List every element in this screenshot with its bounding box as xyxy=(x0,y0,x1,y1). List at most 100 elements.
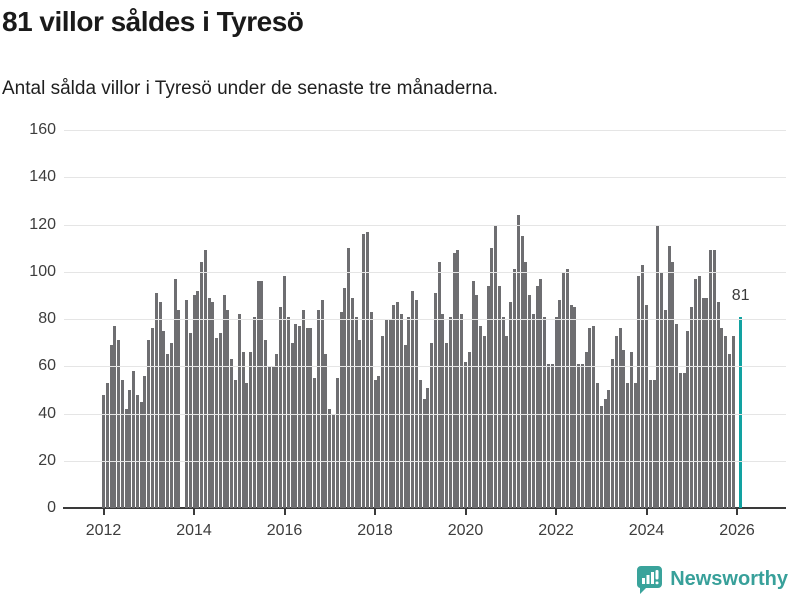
bar xyxy=(132,370,136,508)
bar xyxy=(392,304,396,508)
y-axis-label-100: 100 xyxy=(29,262,56,280)
bar xyxy=(256,281,260,508)
bar xyxy=(441,314,445,508)
bar xyxy=(184,300,188,508)
y-axis-label-140: 140 xyxy=(29,168,56,186)
bar xyxy=(350,297,354,508)
x-axis-tick-2018 xyxy=(374,509,376,515)
bar xyxy=(705,297,709,508)
bar xyxy=(475,295,479,508)
bar xyxy=(249,352,253,508)
bar xyxy=(550,363,554,508)
bar xyxy=(614,335,618,508)
bar xyxy=(667,245,671,508)
bar xyxy=(690,307,694,508)
x-axis-label-2024: 2024 xyxy=(628,522,665,539)
bar xyxy=(173,278,177,508)
bar xyxy=(513,269,517,508)
bar xyxy=(497,285,501,508)
x-axis-tick-2014 xyxy=(193,509,195,515)
bar xyxy=(588,328,592,508)
bar xyxy=(283,276,286,508)
bar xyxy=(528,295,532,508)
bar xyxy=(343,288,347,508)
bar xyxy=(629,352,633,508)
bar xyxy=(294,323,298,508)
bar xyxy=(177,309,181,508)
bar xyxy=(215,337,219,508)
page-title: 81 villor såldes i Tyresö xyxy=(2,6,304,37)
y-axis-label-60: 60 xyxy=(38,357,56,375)
bar xyxy=(365,231,369,508)
bar xyxy=(539,278,543,508)
bar xyxy=(694,278,698,508)
bar xyxy=(727,354,731,508)
bar xyxy=(113,326,117,508)
bar xyxy=(724,335,728,508)
bar xyxy=(626,382,630,508)
bar xyxy=(396,302,400,508)
gridline-y-120 xyxy=(64,224,786,226)
gridline-y-160 xyxy=(64,130,786,131)
bar xyxy=(252,316,256,508)
gridline-y-80 xyxy=(64,319,786,320)
bar xyxy=(362,233,366,508)
bar xyxy=(731,335,735,508)
bar xyxy=(260,281,264,508)
bar xyxy=(648,380,652,508)
bar xyxy=(607,389,611,508)
bar xyxy=(701,297,705,508)
bar xyxy=(509,302,513,508)
bar xyxy=(271,366,275,508)
bar xyxy=(520,236,524,508)
bar xyxy=(641,264,645,508)
x-axis-tick-2016 xyxy=(283,509,286,515)
bar xyxy=(245,382,249,508)
bar xyxy=(652,380,656,508)
bar xyxy=(452,252,456,508)
bar xyxy=(633,382,637,508)
bar xyxy=(448,316,452,508)
bar xyxy=(565,269,569,508)
bar xyxy=(558,300,562,508)
x-axis-tick-2012 xyxy=(102,509,105,515)
bar xyxy=(430,342,434,508)
bar xyxy=(203,250,207,508)
bar xyxy=(139,401,143,508)
bar xyxy=(226,309,230,508)
bar xyxy=(720,328,724,508)
newsworthy-logo[interactable]: Newsworthy xyxy=(636,563,788,595)
bar xyxy=(147,340,151,508)
x-axis-tick-2024 xyxy=(645,509,648,515)
bar xyxy=(546,363,550,508)
gridline-y-140 xyxy=(64,177,786,179)
bar xyxy=(637,276,641,508)
bar xyxy=(313,378,317,508)
bar xyxy=(445,342,449,508)
bar xyxy=(464,361,467,508)
bar xyxy=(611,359,615,508)
bar xyxy=(324,354,328,508)
bar xyxy=(124,408,128,508)
chart-subtitle: Antal sålda villor i Tyresö under de sen… xyxy=(2,78,499,99)
bar xyxy=(109,344,113,508)
bar xyxy=(339,311,343,508)
x-axis-label-2026: 2026 xyxy=(719,522,755,539)
x-axis-label-2018: 2018 xyxy=(357,522,393,539)
bar xyxy=(554,316,558,508)
newsworthy-wordmark: Newsworthy xyxy=(670,567,788,590)
bar xyxy=(279,307,283,508)
bar xyxy=(490,248,494,508)
bar xyxy=(603,399,607,508)
bar xyxy=(102,394,105,508)
bar xyxy=(584,352,588,508)
bar xyxy=(358,340,362,508)
highlight-value-label: 81 xyxy=(731,286,750,304)
y-axis-label-40: 40 xyxy=(38,404,56,422)
bar xyxy=(369,311,373,508)
bar xyxy=(531,314,535,508)
bar xyxy=(377,375,381,508)
bar xyxy=(411,290,415,508)
bar xyxy=(316,309,320,508)
bar xyxy=(562,271,566,508)
